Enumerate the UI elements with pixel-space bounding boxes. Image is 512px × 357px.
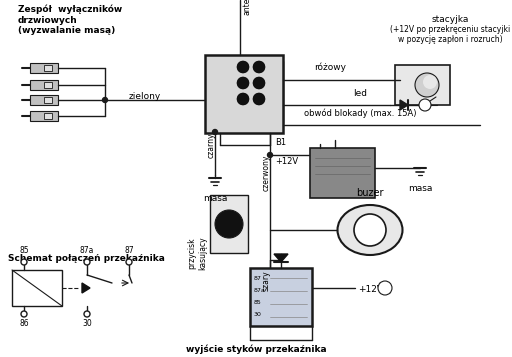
Circle shape <box>238 77 248 89</box>
Bar <box>205 55 283 133</box>
Polygon shape <box>82 283 90 293</box>
Bar <box>30 63 58 73</box>
Circle shape <box>238 61 248 72</box>
Polygon shape <box>274 254 288 262</box>
Text: 30: 30 <box>254 312 262 317</box>
Text: +12V: +12V <box>275 157 298 166</box>
Text: B1: B1 <box>275 138 286 147</box>
Text: zielony: zielony <box>129 92 161 101</box>
Text: 87: 87 <box>124 246 134 255</box>
Circle shape <box>21 311 27 317</box>
Circle shape <box>212 130 218 135</box>
Text: czarny: czarny <box>207 132 216 157</box>
Circle shape <box>253 77 265 89</box>
Circle shape <box>215 210 243 238</box>
Bar <box>210 195 248 253</box>
Circle shape <box>267 152 272 157</box>
Bar <box>30 95 58 105</box>
Text: wyjście styków przekaźnika: wyjście styków przekaźnika <box>186 345 326 355</box>
Bar <box>395 65 450 105</box>
Circle shape <box>253 61 265 72</box>
Text: czerwony: czerwony <box>262 155 271 191</box>
Text: 30: 30 <box>82 319 92 328</box>
Text: antena: antena <box>242 0 251 15</box>
Circle shape <box>21 259 27 265</box>
Circle shape <box>253 61 265 72</box>
Bar <box>44 113 52 119</box>
Text: +12V: +12V <box>358 285 383 294</box>
Text: Zespół  wyłączników
drzwiowych
(wyzwalanie masą): Zespół wyłączników drzwiowych (wyzwalani… <box>18 5 122 35</box>
Bar <box>12 270 62 306</box>
Bar <box>44 97 52 103</box>
Text: 87a: 87a <box>80 246 94 255</box>
Text: masa: masa <box>408 184 432 193</box>
Bar <box>30 80 58 90</box>
Text: Schemat połączeń przekaźnika: Schemat połączeń przekaźnika <box>8 254 165 263</box>
Text: led: led <box>353 89 367 98</box>
Text: 87a: 87a <box>254 288 266 293</box>
Circle shape <box>238 94 248 105</box>
Circle shape <box>238 77 248 89</box>
Bar <box>44 65 52 71</box>
Circle shape <box>253 94 265 105</box>
Circle shape <box>126 259 132 265</box>
Bar <box>310 148 375 198</box>
Circle shape <box>238 94 248 105</box>
Text: 85: 85 <box>254 300 262 305</box>
Text: 85: 85 <box>19 246 29 255</box>
Circle shape <box>253 94 265 105</box>
Text: przycisk
kasujący: przycisk kasujący <box>187 236 207 270</box>
Text: różowy: różowy <box>314 62 346 72</box>
Ellipse shape <box>337 205 402 255</box>
Text: 86: 86 <box>19 319 29 328</box>
Circle shape <box>253 77 265 89</box>
Text: buzer: buzer <box>356 188 384 198</box>
Circle shape <box>102 97 108 102</box>
Text: (+12V po przekręceniu stacyjki
w pozycję zapłon i rozruch): (+12V po przekręceniu stacyjki w pozycję… <box>390 25 510 44</box>
Polygon shape <box>400 100 408 110</box>
Bar <box>235 61 283 123</box>
Circle shape <box>84 259 90 265</box>
Bar <box>250 268 312 326</box>
Circle shape <box>378 281 392 295</box>
Circle shape <box>415 73 439 97</box>
Text: 87: 87 <box>254 276 262 281</box>
Text: masa: masa <box>203 194 227 203</box>
Text: obwód blokady (max. 15A): obwód blokady (max. 15A) <box>304 109 416 118</box>
Bar <box>30 111 58 121</box>
Bar <box>44 82 52 88</box>
Circle shape <box>419 99 431 111</box>
Circle shape <box>238 61 248 72</box>
Text: stacyjka: stacyjka <box>431 15 468 24</box>
Circle shape <box>423 75 437 89</box>
Circle shape <box>354 214 386 246</box>
Text: szary: szary <box>262 270 271 291</box>
Circle shape <box>84 311 90 317</box>
